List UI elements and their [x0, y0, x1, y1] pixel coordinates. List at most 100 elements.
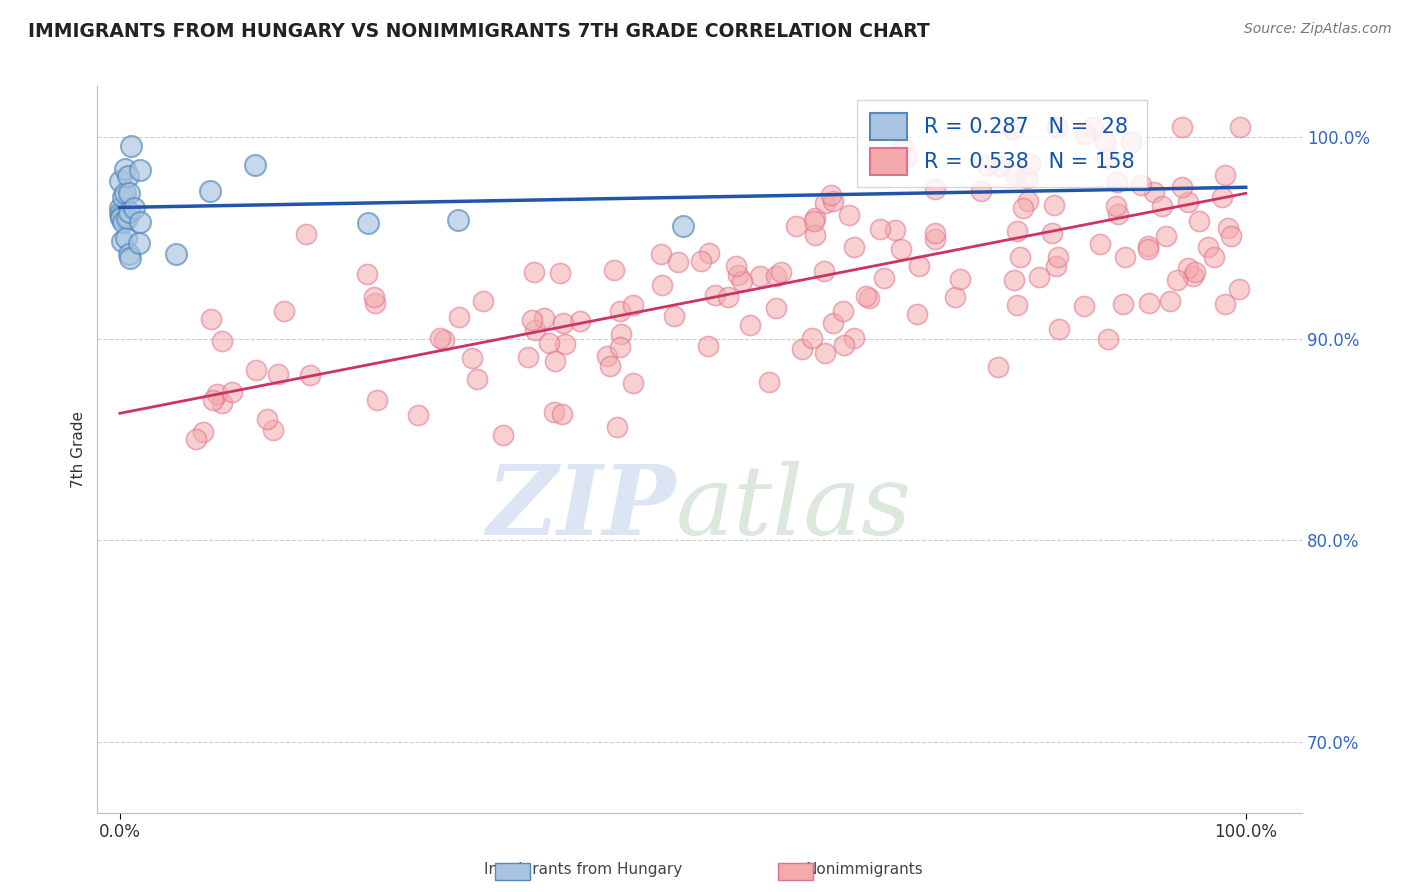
Point	[115, 230, 138, 244]
Point	[1166, 273, 1188, 287]
Point	[122, 201, 145, 215]
Point	[842, 240, 865, 254]
Point	[110, 211, 132, 225]
Point	[1188, 214, 1211, 228]
Point	[610, 326, 633, 341]
Point	[690, 253, 713, 268]
Point	[551, 407, 574, 421]
Point	[273, 304, 295, 318]
Point	[1216, 221, 1239, 235]
Point	[366, 393, 388, 408]
Point	[294, 227, 316, 242]
Point	[243, 158, 266, 172]
Point	[165, 247, 187, 261]
Point	[543, 405, 565, 419]
Point	[108, 201, 131, 215]
Point	[1107, 207, 1129, 221]
Point	[596, 349, 619, 363]
Point	[672, 219, 695, 233]
Point	[211, 334, 233, 348]
Point	[1002, 273, 1025, 287]
Point	[890, 242, 912, 256]
Point	[1211, 190, 1233, 204]
Point	[1017, 194, 1039, 208]
Point	[650, 247, 672, 261]
Point	[949, 271, 972, 285]
Point	[1202, 250, 1225, 264]
Point	[905, 307, 928, 321]
Point	[1152, 199, 1174, 213]
Point	[1137, 239, 1160, 253]
Point	[200, 312, 222, 326]
Point	[821, 194, 844, 208]
Point	[770, 265, 793, 279]
Point	[537, 335, 560, 350]
Point	[1213, 297, 1236, 311]
Point	[548, 266, 571, 280]
Point	[1046, 250, 1069, 264]
Point	[120, 139, 142, 153]
Point	[703, 288, 725, 302]
Point	[907, 259, 929, 273]
Point	[446, 212, 468, 227]
Point	[987, 359, 1010, 374]
Point	[198, 184, 221, 198]
Point	[1008, 250, 1031, 264]
Point	[117, 246, 139, 260]
Point	[299, 368, 322, 382]
Point	[1197, 239, 1219, 253]
Point	[429, 331, 451, 345]
Point	[1130, 178, 1153, 192]
Point	[523, 265, 546, 279]
Point	[976, 158, 998, 172]
Point	[858, 291, 880, 305]
Point	[363, 290, 385, 304]
Point	[117, 169, 139, 183]
Point	[211, 396, 233, 410]
Point	[1112, 297, 1135, 311]
Point	[1047, 322, 1070, 336]
Point	[1213, 169, 1236, 183]
Text: IMMIGRANTS FROM HUNGARY VS NONIMMIGRANTS 7TH GRADE CORRELATION CHART: IMMIGRANTS FROM HUNGARY VS NONIMMIGRANTS…	[28, 22, 929, 41]
Point	[1073, 299, 1095, 313]
Point	[1177, 261, 1199, 276]
Point	[1219, 229, 1241, 244]
Point	[356, 267, 378, 281]
Point	[651, 278, 673, 293]
Point	[129, 215, 152, 229]
Point	[838, 207, 860, 221]
Point	[890, 137, 912, 152]
Point	[492, 428, 515, 442]
Point	[883, 223, 905, 237]
Point	[606, 420, 628, 434]
Point	[621, 298, 644, 312]
Point	[814, 346, 837, 360]
Point	[110, 209, 132, 223]
Point	[943, 290, 966, 304]
Point	[544, 354, 567, 368]
Point	[727, 268, 749, 283]
Point	[111, 215, 134, 229]
Point	[621, 376, 644, 390]
Point	[924, 226, 946, 240]
Point	[1019, 157, 1042, 171]
Point	[842, 331, 865, 345]
Point	[1097, 151, 1119, 165]
Point	[1143, 185, 1166, 199]
Point	[834, 338, 856, 352]
Point	[221, 384, 243, 399]
Point	[603, 262, 626, 277]
Point	[356, 216, 378, 230]
Point	[114, 162, 136, 177]
Point	[115, 211, 138, 226]
Point	[1081, 120, 1104, 134]
Point	[1229, 120, 1251, 134]
Point	[1094, 134, 1116, 148]
Point	[740, 318, 762, 332]
Point	[1045, 259, 1067, 273]
Point	[801, 331, 824, 345]
Point	[191, 425, 214, 440]
Point	[1159, 294, 1181, 309]
Point	[609, 340, 631, 354]
Point	[554, 337, 576, 351]
